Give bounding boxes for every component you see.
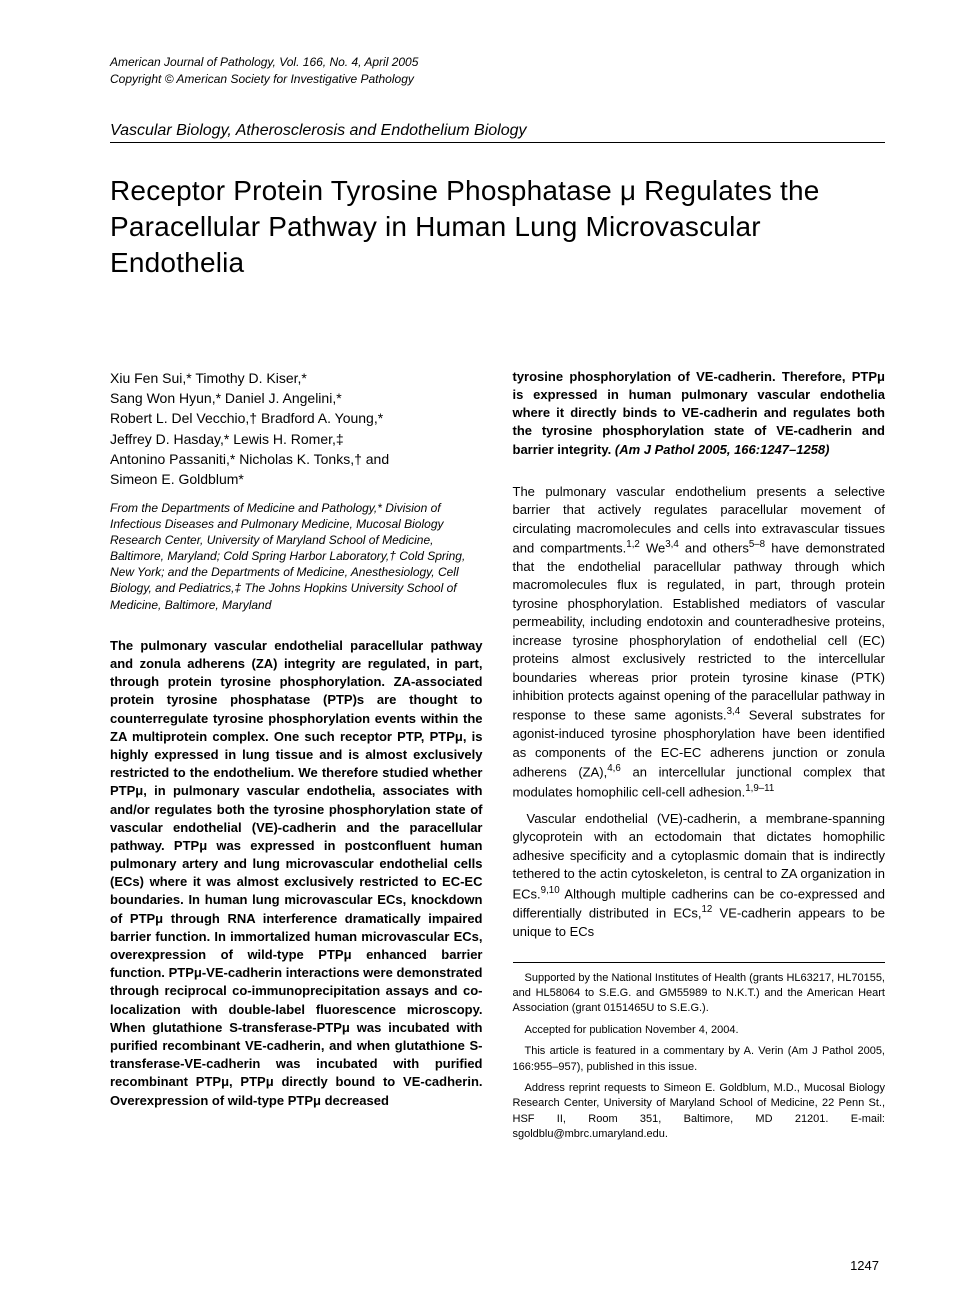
- citation-inline: (Am J Pathol 2005, 166:1247–1258): [615, 442, 830, 457]
- two-column-layout: Xiu Fen Sui,* Timothy D. Kiser,*Sang Won…: [110, 368, 885, 1149]
- footnote-commentary: This article is featured in a commentary…: [513, 1044, 886, 1075]
- footnotes-block: Supported by the National Institutes of …: [513, 962, 886, 1143]
- article-title: Receptor Protein Tyrosine Phosphatase μ …: [110, 173, 885, 282]
- right-column: tyrosine phosphorylation of VE-cadherin.…: [513, 368, 886, 1149]
- intro-paragraph-2: Vascular endothelial (VE)-cadherin, a me…: [513, 810, 886, 942]
- page-number: 1247: [850, 1258, 879, 1273]
- footnote-address: Address reprint requests to Simeon E. Go…: [513, 1081, 886, 1143]
- copyright-line: Copyright © American Society for Investi…: [110, 71, 885, 88]
- intro-paragraph-1: The pulmonary vascular endothelium prese…: [513, 483, 886, 802]
- authors-list: Xiu Fen Sui,* Timothy D. Kiser,*Sang Won…: [110, 368, 483, 490]
- section-category: Vascular Biology, Atherosclerosis and En…: [110, 122, 885, 143]
- abstract-text-right: tyrosine phosphorylation of VE-cadherin.…: [513, 368, 886, 459]
- affiliation-block: From the Departments of Medicine and Pat…: [110, 500, 483, 613]
- footnote-funding: Supported by the National Institutes of …: [513, 971, 886, 1017]
- footnote-accepted: Accepted for publication November 4, 200…: [513, 1023, 886, 1038]
- left-column: Xiu Fen Sui,* Timothy D. Kiser,*Sang Won…: [110, 368, 483, 1149]
- abstract-text-left: The pulmonary vascular endothelial parac…: [110, 637, 483, 1110]
- journal-header: American Journal of Pathology, Vol. 166,…: [110, 54, 885, 88]
- journal-line: American Journal of Pathology, Vol. 166,…: [110, 54, 885, 71]
